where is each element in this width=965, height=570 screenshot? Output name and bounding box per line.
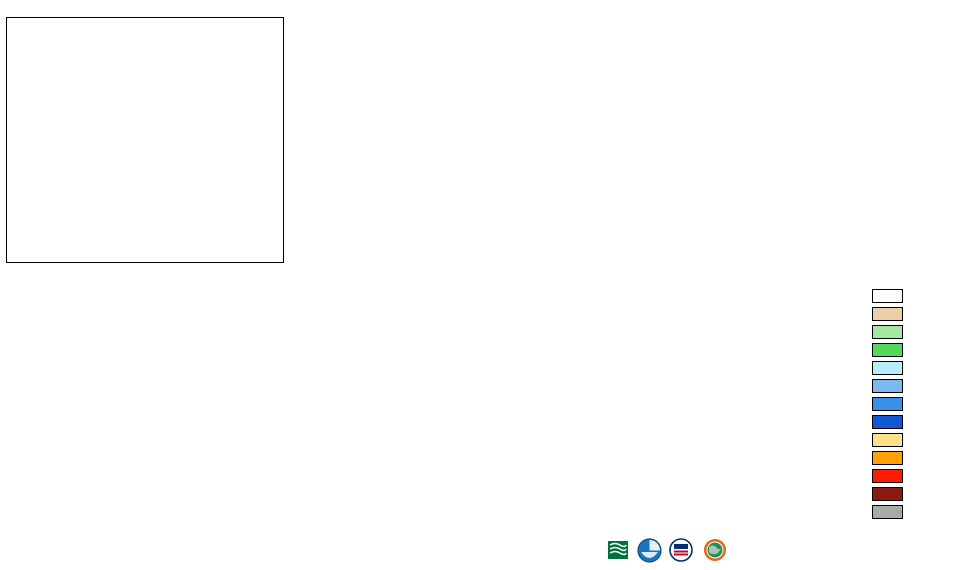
noaa-logo: [637, 537, 662, 563]
legend-swatch: [872, 397, 903, 411]
legend-swatch: [872, 469, 903, 483]
legend-row: [872, 287, 965, 305]
usgs-mark-icon: [608, 541, 628, 559]
legend-swatch: [872, 415, 903, 429]
legend-entries: [872, 287, 965, 521]
legend-row: [872, 395, 965, 413]
legend-row: [872, 431, 965, 449]
sidebar-info: [872, 6, 965, 32]
legend-swatch: [872, 361, 903, 375]
legend-row: [872, 305, 965, 323]
legend-swatch: [872, 325, 903, 339]
legend-swatch: [872, 343, 903, 357]
legend-row: [872, 377, 965, 395]
legend-row: [872, 467, 965, 485]
legend-swatch: [872, 433, 903, 447]
legend-row: [872, 413, 965, 431]
sidebar-spacer-1: [872, 6, 965, 19]
legend-row: [872, 341, 965, 359]
legend-row: [872, 323, 965, 341]
legend: [872, 283, 965, 521]
legend-row: [872, 503, 965, 521]
legend-swatch: [872, 487, 903, 501]
agency-logos: [608, 537, 730, 563]
legend-row: [872, 449, 965, 467]
legend-swatch: [872, 505, 903, 519]
fews-globe-icon: [704, 539, 726, 561]
map-panel-1[interactable]: [6, 17, 284, 263]
legend-swatch: [872, 307, 903, 321]
sidebar-spacer-2: [872, 19, 965, 32]
fews-net-logo: [703, 537, 730, 563]
legend-swatch: [872, 451, 903, 465]
rainfall-raster-1: [7, 18, 283, 262]
legend-swatch: [872, 289, 903, 303]
usgs-logo: [608, 537, 630, 563]
legend-swatch: [872, 379, 903, 393]
legend-row: [872, 359, 965, 377]
usaid-logo: [669, 537, 696, 563]
noaa-seal-icon: [637, 537, 662, 563]
usaid-seal-icon: [669, 538, 693, 562]
legend-row: [872, 485, 965, 503]
